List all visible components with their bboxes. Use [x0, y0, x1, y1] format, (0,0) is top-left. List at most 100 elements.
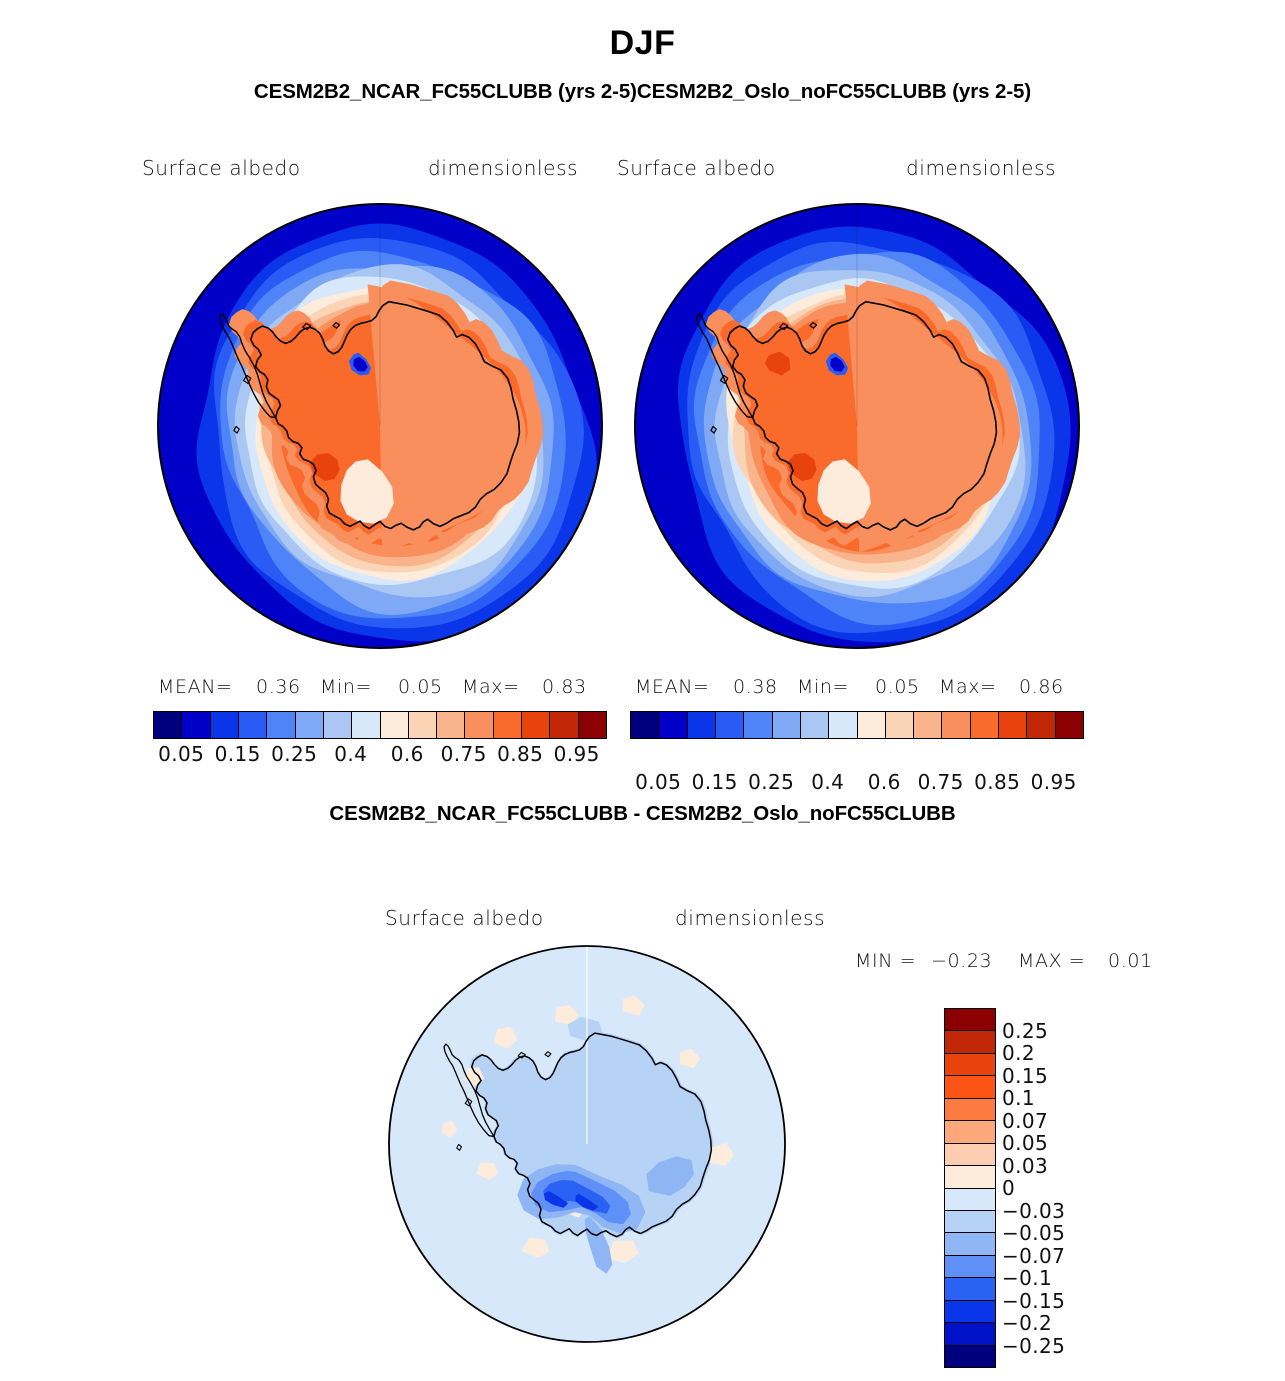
colorbar-bin: [352, 712, 381, 738]
colorbar-bin: [408, 712, 438, 738]
colorbar-tick-label: 0.6: [390, 742, 424, 766]
colorbar-difference[interactable]: [944, 1008, 996, 1368]
colorbar-tick-label: 0.75: [917, 770, 964, 794]
colorbar-bin: [772, 712, 801, 738]
colorbar-bin: [715, 712, 745, 738]
colorbar-bin: [942, 712, 971, 738]
colorbar-tick-label: 0.25: [748, 770, 795, 794]
colorbar-tick-label: −0.15: [1002, 1288, 1066, 1313]
colorbar-right[interactable]: [630, 711, 1084, 739]
run-comparison-title: CESM2B2_NCAR_FC55CLUBB (yrs 2-5)CESM2B2_…: [253, 80, 1032, 103]
colorbar-bin: [857, 712, 886, 738]
colorbar-bin: [659, 712, 688, 738]
colorbar-tick-label: 0.07: [1002, 1108, 1049, 1133]
colorbar-bin: [945, 1233, 995, 1256]
colorbar-tick-label: −0.03: [1002, 1198, 1066, 1223]
colorbar-bin: [295, 712, 324, 738]
diff-max-label: MAX =: [1018, 950, 1086, 972]
map-difference[interactable]: [387, 922, 787, 1372]
colorbar-tick-label: −0.07: [1002, 1243, 1066, 1268]
left-min-label: Min=: [320, 676, 373, 698]
colorbar-tick-label: 0.15: [691, 770, 738, 794]
colorbar-tick-label: 0.05: [158, 742, 205, 766]
colorbar-bin: [1055, 712, 1083, 738]
right-mean-label: MEAN=: [635, 676, 710, 698]
colorbar-bin: [945, 1210, 995, 1234]
colorbar-bin: [465, 712, 494, 738]
colorbar-bin: [323, 712, 353, 738]
colorbar-tick-label: 0.25: [1002, 1018, 1049, 1043]
colorbar-bin: [182, 712, 211, 738]
colorbar-left[interactable]: [153, 711, 607, 739]
colorbar-bin: [267, 712, 296, 738]
right-max-label: Max=: [939, 676, 997, 698]
colorbar-tick-label: −0.05: [1002, 1221, 1066, 1245]
colorbar-bin: [550, 712, 579, 738]
colorbar-bin: [945, 1345, 995, 1367]
colorbar-bin: [578, 712, 606, 738]
colorbar-right-labels: 0.05 0.15 0.25 0.4 0.6 0.75 0.85 0.95: [630, 770, 1082, 798]
colorbar-tick-label: 0.05: [1002, 1131, 1049, 1155]
colorbar-tick-label: −0.25: [1002, 1333, 1066, 1358]
colorbar-bin: [945, 1255, 995, 1279]
colorbar-bin: [945, 1300, 995, 1324]
colorbar-bin: [800, 712, 830, 738]
map-right-oslo[interactable]: [627, 196, 1087, 656]
diff-max-value: 0.01: [1108, 950, 1153, 972]
colorbar-tick-label: 0.95: [1030, 770, 1077, 794]
colorbar-tick-label: 0.6: [867, 770, 901, 794]
left-units-label: dimensionless: [428, 156, 579, 180]
colorbar-difference-labels: 0.25 0.2 0.15 0.1 0.07 0.05 0.03 0 −0.03 −0.05 −0.…: [1002, 1008, 1122, 1368]
left-mean-label: MEAN=: [158, 676, 233, 698]
colorbar-bin: [945, 1121, 995, 1144]
colorbar-bin: [914, 712, 943, 738]
colorbar-tick-label: 0.85: [974, 770, 1021, 794]
colorbar-bin: [210, 712, 239, 738]
colorbar-tick-label: −0.2: [1002, 1311, 1053, 1335]
colorbar-tick-label: 0.4: [334, 742, 368, 766]
colorbar-tick-label: 0.75: [440, 742, 487, 766]
left-variable-label: Surface albedo: [142, 156, 301, 180]
diff-min-value: −0.23: [931, 950, 993, 972]
colorbar-bin: [437, 712, 466, 738]
right-mean-value: 0.38: [733, 676, 778, 698]
colorbar-bin: [945, 1053, 995, 1077]
diff-units-label: dimensionless: [675, 906, 826, 930]
colorbar-bin: [945, 1323, 995, 1346]
colorbar-tick-label: 0: [1002, 1176, 1016, 1200]
colorbar-tick-label: −0.1: [1002, 1266, 1053, 1290]
colorbar-bin: [238, 712, 268, 738]
colorbar-tick-label: 0.15: [1002, 1063, 1049, 1088]
colorbar-bin: [631, 712, 660, 738]
colorbar-bin: [1027, 712, 1056, 738]
difference-title: CESM2B2_NCAR_FC55CLUBB - CESM2B2_Oslo_no…: [329, 802, 956, 825]
colorbar-bin: [687, 712, 716, 738]
left-mean-value: 0.36: [256, 676, 301, 698]
colorbar-bin: [945, 1278, 995, 1301]
colorbar-tick-label: 0.85: [497, 742, 544, 766]
right-stats-row: MEAN= 0.38 Min= 0.05 Max= 0.86: [627, 676, 1087, 702]
page-title: DJF: [609, 24, 676, 62]
colorbar-bin: [970, 712, 1000, 738]
colorbar-bin: [945, 1143, 995, 1167]
colorbar-tick-label: 0.25: [271, 742, 318, 766]
colorbar-bin: [380, 712, 409, 738]
colorbar-tick-label: 0.15: [214, 742, 261, 766]
map-left-ncar[interactable]: [150, 196, 610, 656]
diff-variable-label: Surface albedo: [385, 906, 544, 930]
colorbar-tick-label: 0.03: [1002, 1153, 1049, 1178]
right-max-value: 0.86: [1019, 676, 1064, 698]
left-min-value: 0.05: [398, 676, 443, 698]
left-max-label: Max=: [462, 676, 520, 698]
right-units-label: dimensionless: [906, 156, 1057, 180]
colorbar-bin: [945, 1076, 995, 1099]
colorbar-bin: [885, 712, 915, 738]
colorbar-bin: [945, 1188, 995, 1211]
left-stats-row: MEAN= 0.36 Min= 0.05 Max= 0.83: [150, 676, 610, 702]
colorbar-bin: [945, 1166, 995, 1189]
colorbar-bin: [522, 712, 551, 738]
polar-map-plot: [157, 203, 603, 649]
colorbar-tick-label: 0.2: [1002, 1041, 1036, 1065]
colorbar-left-labels: 0.05 0.15 0.25 0.4 0.6 0.75 0.85 0.95: [153, 742, 605, 770]
colorbar-bin: [744, 712, 773, 738]
